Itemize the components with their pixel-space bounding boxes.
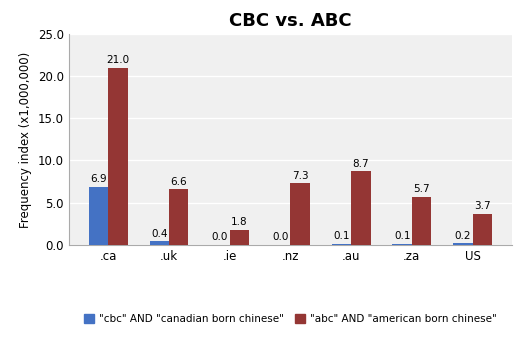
Text: 0.1: 0.1: [333, 232, 350, 241]
Bar: [412, 197, 431, 245]
Bar: [230, 230, 249, 245]
Bar: [169, 189, 188, 245]
Bar: [149, 241, 169, 245]
Text: 0.0: 0.0: [212, 232, 228, 242]
Text: 6.9: 6.9: [90, 174, 107, 184]
Text: 3.7: 3.7: [474, 201, 491, 211]
Text: 0.4: 0.4: [151, 229, 167, 239]
Text: 7.3: 7.3: [292, 171, 308, 181]
Text: 21.0: 21.0: [106, 55, 129, 65]
Bar: [351, 171, 371, 245]
Bar: [332, 244, 351, 245]
Title: CBC vs. ABC: CBC vs. ABC: [229, 12, 352, 30]
Bar: [392, 244, 412, 245]
Bar: [89, 187, 108, 245]
Text: 6.6: 6.6: [171, 176, 187, 187]
Text: 0.1: 0.1: [394, 232, 410, 241]
Text: 0.0: 0.0: [272, 232, 289, 242]
Bar: [453, 243, 473, 245]
Legend: "cbc" AND "canadian born chinese", "abc" AND "american born chinese": "cbc" AND "canadian born chinese", "abc"…: [80, 310, 501, 328]
Text: 8.7: 8.7: [353, 159, 369, 169]
Y-axis label: Frequency index (x1,000,000): Frequency index (x1,000,000): [19, 51, 32, 227]
Text: 5.7: 5.7: [413, 184, 430, 194]
Text: 1.8: 1.8: [231, 217, 248, 227]
Text: 0.2: 0.2: [455, 231, 471, 241]
Bar: [290, 183, 310, 245]
Bar: [108, 68, 128, 245]
Bar: [473, 214, 492, 245]
